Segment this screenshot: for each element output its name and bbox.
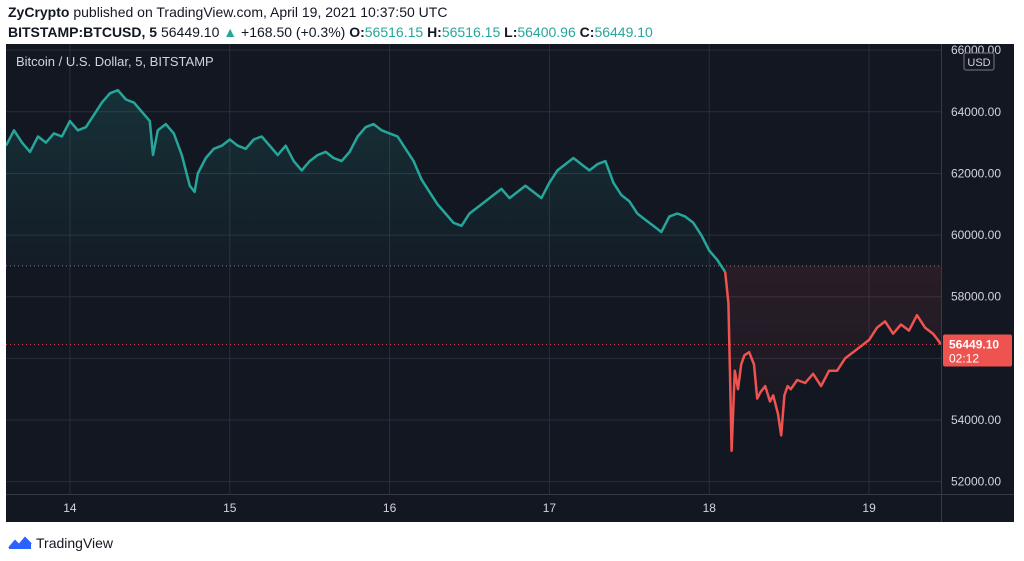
y-tick-label: 60000.00 [951, 228, 1001, 242]
publish-info: ZyCrypto published on TradingView.com, A… [8, 2, 1018, 22]
price-tag [943, 334, 1012, 367]
symbol-label: BITSTAMP:BTCUSD, 5 [8, 24, 158, 40]
y-tick-label: 54000.00 [951, 413, 1001, 427]
y-tick-label: 52000.00 [951, 475, 1001, 489]
series-line-below-baseline[interactable] [723, 271, 943, 453]
y-tick-label: 62000.00 [951, 166, 1001, 180]
area-above-baseline [6, 90, 726, 273]
chart-area[interactable]: 52000.0054000.0056000.0058000.0060000.00… [6, 44, 1014, 522]
y-tick-label: 64000.00 [951, 105, 1001, 119]
publish-text: published on TradingView.com, April 19, … [73, 4, 448, 20]
x-tick-label: 18 [703, 501, 717, 515]
close-value: 56449.10 [594, 24, 653, 40]
low-value: 56400.96 [517, 24, 576, 40]
high-label: H: [427, 24, 442, 40]
currency-badge-label: USD [967, 57, 990, 69]
author-name[interactable]: ZyCrypto [8, 4, 70, 20]
y-tick-label: 58000.00 [951, 290, 1001, 304]
chart-header: ZyCrypto published on TradingView.com, A… [8, 2, 1018, 42]
x-tick-label: 19 [862, 501, 876, 515]
triangle-up-icon: ▲ [223, 24, 238, 40]
series-line-above-baseline[interactable] [6, 88, 727, 273]
footer-brand[interactable]: TradingView [36, 535, 114, 551]
price-tag-value: 56449.10 [949, 338, 999, 352]
open-value: 56516.15 [364, 24, 424, 40]
footer: TradingView [8, 532, 113, 554]
x-tick-label: 17 [543, 501, 557, 515]
tradingview-logo-icon[interactable] [8, 535, 32, 551]
price-change: +168.50 (+0.3%) [241, 24, 346, 40]
price-tag-countdown: 02:12 [949, 352, 979, 366]
open-label: O: [349, 24, 365, 40]
chart-title: Bitcoin / U.S. Dollar, 5, BITSTAMP [16, 54, 214, 69]
price-chart[interactable]: 52000.0054000.0056000.0058000.0060000.00… [6, 44, 1014, 522]
close-label: C: [579, 24, 595, 40]
area-below-baseline [725, 265, 941, 451]
x-tick-label: 14 [63, 501, 77, 515]
high-value: 56516.15 [441, 24, 501, 40]
low-label: L: [504, 24, 518, 40]
last-price: 56449.10 [160, 24, 220, 40]
currency-badge[interactable] [963, 52, 995, 71]
x-tick-label: 15 [223, 501, 237, 515]
symbol-info: BITSTAMP:BTCUSD, 5 56449.10 ▲ +168.50 (+… [8, 22, 1018, 42]
x-tick-label: 16 [383, 501, 397, 515]
